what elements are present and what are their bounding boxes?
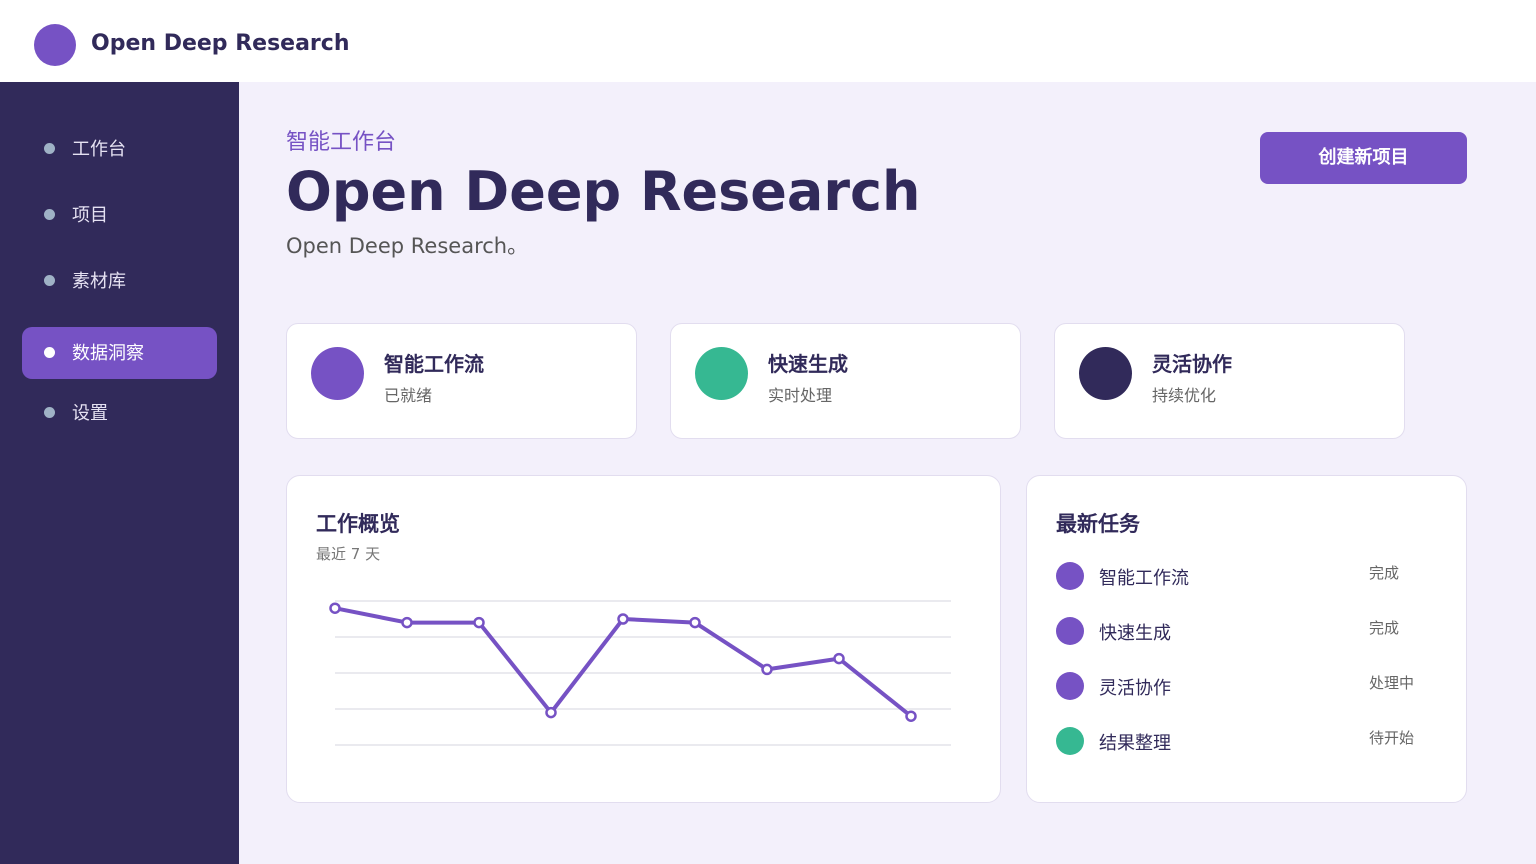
stat-subtitle: 已就绪 (384, 386, 433, 405)
overview-title: 工作概览 (316, 512, 400, 536)
tasks-title: 最新任务 (1056, 512, 1140, 536)
sidebar-item-label: 素材库 (72, 271, 126, 292)
create-project-button[interactable]: 创建新项目 (1260, 132, 1467, 184)
page-eyebrow: 智能工作台 (286, 130, 397, 155)
chart-point[interactable] (689, 616, 701, 629)
task-status: 完成 (1369, 564, 1400, 582)
task-status: 待开始 (1369, 729, 1415, 747)
sidebar-item-label: 工作台 (72, 139, 126, 160)
stat-subtitle: 持续优化 (1152, 386, 1217, 405)
chart-point[interactable] (617, 613, 629, 625)
task-status-dot (1056, 727, 1084, 755)
overview-line-chart (329, 600, 951, 746)
task-status-dot (1056, 562, 1084, 590)
task-status: 完成 (1369, 619, 1400, 637)
overview-subtitle: 最近 7 天 (316, 545, 381, 563)
chart-point[interactable] (329, 602, 341, 614)
page-subtitle: Open Deep Research。 (286, 234, 529, 258)
stat-card-generation[interactable]: 快速生成 实时处理 (670, 323, 1021, 439)
chart-point[interactable] (401, 616, 413, 629)
chart-point[interactable] (761, 663, 773, 676)
latest-tasks-panel: 最新任务 智能工作流 完成 快速生成 完成 灵活协作 处理中 结果整理 待开始 (1026, 475, 1467, 803)
page-title: Open Deep Research (286, 160, 921, 223)
task-name: 灵活协作 (1099, 678, 1171, 699)
brand-logo[interactable] (34, 24, 76, 66)
task-name: 快速生成 (1099, 623, 1171, 644)
sidebar-item-label: 项目 (72, 205, 108, 226)
workflow-icon (311, 347, 364, 400)
task-status-dot (1056, 672, 1084, 700)
sidebar: 工作台 项目 素材库 数据洞察 设置 (0, 82, 239, 864)
task-row[interactable]: 灵活协作 处理中 (1056, 666, 1436, 706)
sidebar-item-workbench[interactable]: 工作台 (22, 123, 217, 175)
task-status: 处理中 (1369, 674, 1415, 692)
sidebar-item-projects[interactable]: 项目 (22, 189, 217, 241)
stat-title: 快速生成 (768, 352, 848, 376)
bullet-icon (44, 407, 55, 418)
task-name: 结果整理 (1099, 733, 1171, 754)
stat-subtitle: 实时处理 (768, 386, 833, 405)
sidebar-item-settings[interactable]: 设置 (22, 387, 217, 439)
bullet-icon (44, 347, 55, 358)
overview-panel: 工作概览 最近 7 天 (286, 475, 1001, 803)
task-row[interactable]: 结果整理 待开始 (1056, 721, 1436, 761)
generation-icon (695, 347, 748, 400)
stat-title: 智能工作流 (384, 352, 484, 376)
collaboration-icon (1079, 347, 1132, 400)
chart-point[interactable] (545, 706, 557, 719)
top-bar: Open Deep Research (0, 0, 1536, 82)
sidebar-item-label: 数据洞察 (72, 343, 144, 364)
bullet-icon (44, 209, 55, 220)
task-row[interactable]: 智能工作流 完成 (1056, 556, 1436, 596)
stat-title: 灵活协作 (1152, 352, 1232, 376)
sidebar-item-assets[interactable]: 素材库 (22, 255, 217, 307)
stat-card-collaboration[interactable]: 灵活协作 持续优化 (1054, 323, 1405, 439)
bullet-icon (44, 143, 55, 154)
task-row[interactable]: 快速生成 完成 (1056, 611, 1436, 651)
task-name: 智能工作流 (1099, 568, 1189, 589)
sidebar-item-insights[interactable]: 数据洞察 (22, 327, 217, 379)
bullet-icon (44, 275, 55, 286)
chart-point[interactable] (473, 616, 485, 629)
chart-point[interactable] (833, 652, 845, 665)
brand-name[interactable]: Open Deep Research (91, 31, 350, 56)
stat-card-workflow[interactable]: 智能工作流 已就绪 (286, 323, 637, 439)
sidebar-item-label: 设置 (72, 403, 108, 424)
task-status-dot (1056, 617, 1084, 645)
chart-point[interactable] (905, 710, 917, 722)
